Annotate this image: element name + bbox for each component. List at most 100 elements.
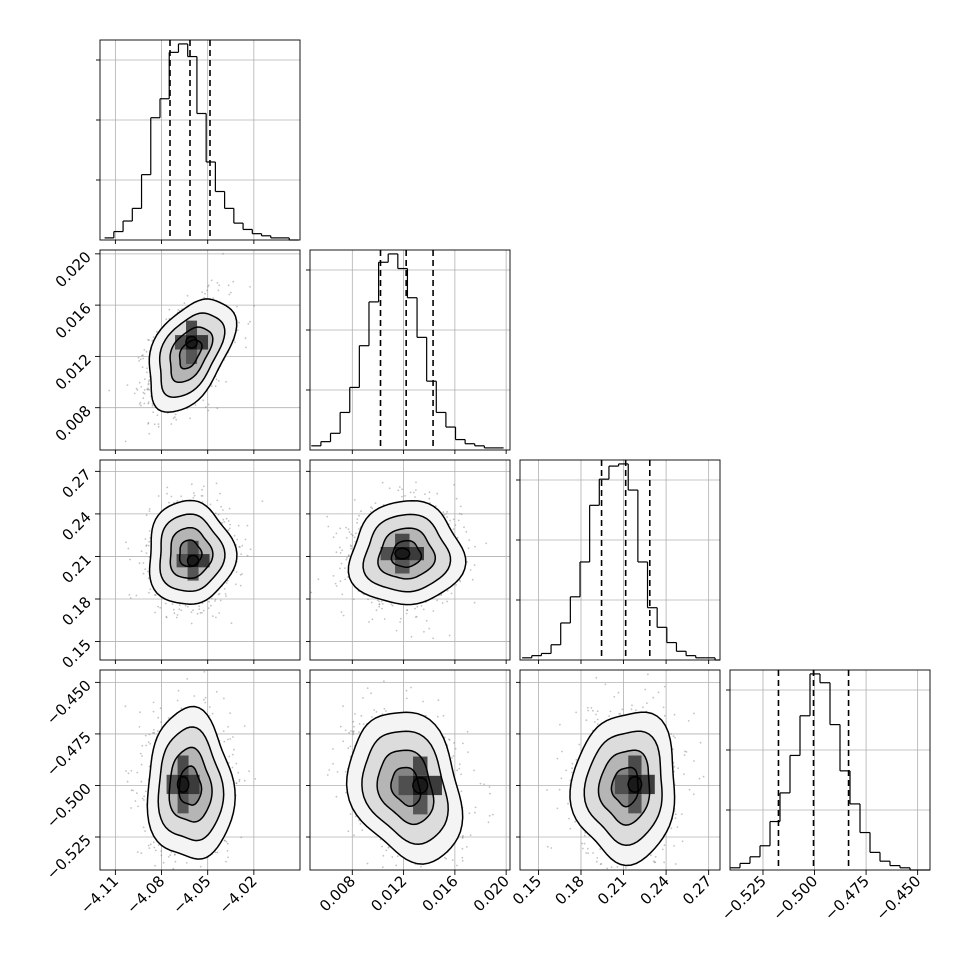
sample-point	[244, 538, 247, 541]
sample-point	[141, 797, 144, 800]
sample-point	[644, 688, 647, 691]
sample-point	[617, 691, 620, 694]
density-panel-4-2	[310, 670, 510, 870]
sample-point	[222, 730, 225, 733]
sample-point	[136, 389, 139, 391]
sample-point	[140, 386, 143, 388]
sample-point	[149, 742, 152, 745]
sample-point	[245, 346, 247, 349]
sample-point	[347, 528, 350, 531]
sample-point	[147, 844, 150, 847]
sample-point	[223, 588, 226, 590]
sample-point	[380, 600, 383, 603]
sample-point	[339, 725, 342, 728]
sample-point	[546, 789, 548, 791]
sample-point	[224, 839, 226, 842]
sample-point	[455, 584, 457, 586]
x-tick-label: 0.008	[316, 872, 359, 915]
sample-point	[546, 845, 549, 848]
sample-point	[378, 605, 381, 608]
sample-point	[676, 826, 679, 828]
sample-point	[383, 707, 386, 710]
sample-point	[160, 850, 163, 852]
sample-point	[405, 612, 408, 615]
sample-point	[582, 847, 584, 850]
sample-point	[177, 309, 180, 311]
sample-point	[595, 676, 598, 679]
sample-point	[231, 766, 234, 769]
contour-line	[169, 526, 214, 580]
sample-point	[146, 367, 149, 370]
contour-line	[361, 730, 449, 845]
sample-point	[349, 544, 352, 547]
sample-point	[618, 713, 620, 715]
sample-point	[574, 820, 577, 823]
sample-point	[235, 762, 238, 765]
sample-point	[148, 847, 151, 849]
sample-point	[414, 607, 416, 610]
sample-point	[609, 710, 612, 713]
sample-point	[381, 845, 383, 848]
sample-point	[142, 572, 145, 575]
density-cell	[641, 774, 655, 795]
sample-point	[346, 557, 348, 559]
density-cell	[413, 795, 428, 815]
sample-point	[468, 539, 471, 541]
contour-line-peak	[627, 775, 643, 793]
sample-point	[351, 534, 354, 537]
sample-point	[381, 481, 384, 484]
sample-point	[212, 297, 215, 299]
histogram-frame-4	[729, 669, 931, 871]
sample-point	[354, 815, 357, 818]
sample-point	[135, 387, 138, 390]
sample-point	[138, 360, 141, 362]
x-axis-4: −0.525 −0.500 −0.475 −0.450	[718, 870, 924, 924]
sample-point	[142, 354, 144, 357]
sample-point	[207, 284, 210, 287]
sample-point	[575, 758, 578, 761]
y-tick-label: 0.020	[52, 248, 95, 291]
panels-layer: −4.11 −4.08 −4.05 −4.02 0.008 0.012 0.016 0.020…	[43, 39, 931, 924]
y-tick-label: −0.525	[43, 831, 95, 883]
sample-point	[446, 511, 449, 513]
sample-point	[143, 402, 146, 405]
sample-point	[358, 819, 360, 822]
sample-point	[350, 730, 352, 732]
sample-point	[432, 637, 434, 640]
density-frame-4-2	[309, 669, 511, 871]
sample-point	[154, 611, 157, 614]
sample-point	[137, 356, 140, 359]
density-frame-4-1	[99, 669, 301, 871]
sample-point	[189, 417, 192, 420]
sample-point	[341, 593, 344, 596]
sample-point	[214, 600, 216, 602]
sample-point	[249, 548, 252, 551]
sample-point	[683, 773, 685, 776]
sample-point	[243, 725, 246, 727]
sample-point	[594, 721, 596, 723]
sample-point	[453, 483, 455, 486]
sample-point	[185, 862, 188, 864]
sample-point	[174, 853, 176, 856]
sample-point	[449, 519, 451, 522]
sample-point	[366, 862, 369, 865]
sample-point	[166, 492, 168, 495]
sample-point	[358, 528, 360, 530]
sample-point	[663, 714, 666, 717]
sample-point	[474, 806, 477, 809]
sample-point	[211, 597, 213, 600]
sample-point	[453, 742, 455, 744]
sample-point	[207, 285, 209, 288]
sample-point	[152, 701, 155, 704]
sample-point	[157, 495, 160, 497]
sample-point	[654, 861, 657, 864]
sample-point	[401, 495, 403, 498]
histogram-panel-4	[726, 670, 930, 871]
sample-point	[405, 689, 408, 692]
sample-point	[452, 755, 455, 757]
sample-point	[436, 715, 439, 718]
sample-point	[347, 576, 349, 578]
density-cell	[413, 775, 428, 796]
sample-point	[138, 726, 141, 728]
sample-point	[230, 622, 233, 624]
